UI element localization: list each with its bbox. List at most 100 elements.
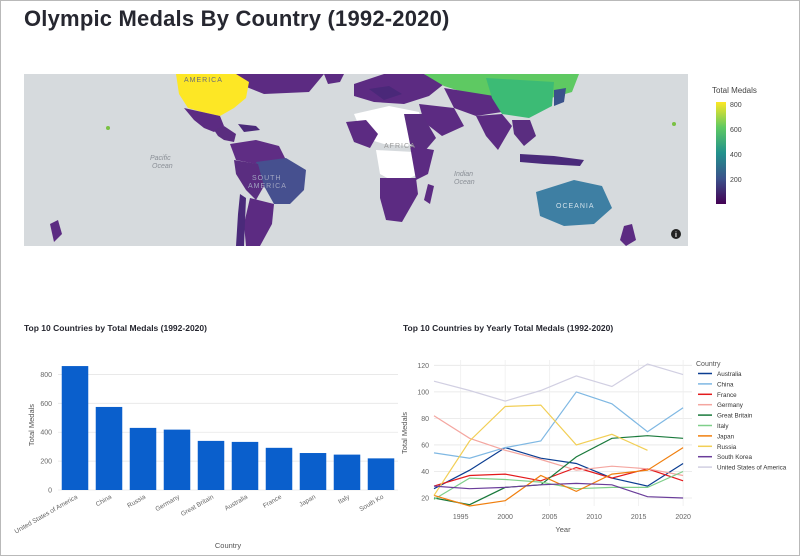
colorbar-gradient — [716, 102, 726, 204]
x-tick-label: 2015 — [631, 514, 647, 521]
map-region-europe[interactable] — [354, 74, 444, 104]
map-region-egypt-east[interactable] — [404, 114, 436, 152]
world-map[interactable]: AMERICA Pacific Ocean SOUTH AMERICA AFRI… — [24, 74, 688, 246]
bar-chart-svg: 0 200 400 600 800 United States of America Chi… — [14, 366, 398, 550]
map-region-southeast-asia[interactable] — [512, 120, 536, 146]
bar-france — [265, 447, 293, 490]
x-tick-label: Germany — [154, 493, 181, 513]
x-tick-label: Japan — [298, 493, 317, 508]
map-region-middle-east[interactable] — [419, 104, 464, 136]
series-line-china — [433, 391, 684, 459]
x-tick-label: China — [95, 493, 114, 508]
info-icon[interactable]: i — [671, 229, 681, 239]
map-region-australia[interactable] — [536, 180, 612, 226]
bar-japan — [299, 453, 327, 490]
colorbar-tick: 400 — [730, 152, 742, 159]
x-tick-label: 2010 — [586, 514, 602, 521]
x-tick-label: United States of America — [14, 493, 80, 535]
map-region-argentina[interactable] — [244, 198, 274, 246]
legend-item: South Korea — [717, 454, 753, 461]
map-region-brazil[interactable] — [256, 158, 306, 204]
map-region-new-zealand-south[interactable] — [50, 220, 62, 242]
x-axis-title: Country — [215, 541, 242, 550]
bar-russia — [129, 427, 157, 490]
page-title: Olympic Medals By Country (1992-2020) — [24, 6, 450, 31]
map-label-pacific-ocean: Ocean — [152, 163, 173, 170]
series-line-australia — [433, 446, 684, 490]
line-chart-title: Top 10 Countries by Yearly Total Medals … — [403, 323, 614, 333]
map-region-central-america[interactable] — [214, 126, 236, 142]
map-region-europe-detail[interactable] — [369, 86, 402, 100]
map-region-new-zealand[interactable] — [620, 224, 636, 246]
series-line-russia — [433, 404, 648, 496]
map-region-southern-africa[interactable] — [380, 178, 418, 222]
legend-item: Italy — [717, 423, 729, 430]
y-tick-label: 120 — [417, 363, 429, 370]
legend-item: Russia — [717, 444, 737, 451]
map-label-pacific: Pacific — [150, 155, 171, 162]
x-tick-label: Russia — [126, 493, 147, 509]
map-region-japan[interactable] — [554, 88, 566, 106]
map-region-canada[interactable] — [144, 74, 324, 94]
x-tick-label: Italy — [337, 493, 351, 505]
map-region-east-africa[interactable] — [410, 146, 434, 180]
map-region-usa[interactable] — [176, 74, 249, 116]
map-label-oceania: OCEANIA — [556, 203, 595, 210]
y-tick-label: 600 — [40, 401, 52, 408]
y-tick-label: 100 — [417, 389, 429, 396]
map-label-america: AMERICA — [184, 77, 223, 84]
x-tick-label: 2000 — [497, 514, 513, 521]
series-line-italy — [433, 470, 684, 500]
series-line-south-korea — [433, 482, 684, 499]
series-line-germany — [433, 415, 684, 477]
bar-united-states-of-america — [61, 366, 89, 490]
bar-great-britain — [197, 440, 225, 490]
map-label-africa: AFRICA — [384, 143, 416, 150]
map-region-west-africa[interactable] — [346, 120, 378, 148]
series-line-great-britain — [433, 435, 684, 506]
map-region-caribbean[interactable] — [238, 124, 260, 132]
map-region-greenland[interactable] — [324, 74, 344, 84]
map-region-india[interactable] — [476, 114, 512, 150]
bar-chart-title: Top 10 Countries by Total Medals (1992-2… — [24, 323, 207, 333]
svg-text:i: i — [675, 232, 677, 239]
legend-title: Country — [696, 361, 721, 368]
map-region-hawaii[interactable] — [106, 126, 110, 130]
y-tick-label: 0 — [48, 488, 52, 495]
map-label-indian: Indian — [454, 171, 473, 178]
legend-item: Japan — [717, 433, 735, 440]
y-tick-label: 200 — [40, 459, 52, 466]
map-region-indonesia[interactable] — [520, 154, 584, 166]
colorbar-tick: 800 — [730, 102, 742, 109]
map-region-west-south-america[interactable] — [234, 160, 264, 200]
y-axis-title: Total Medals — [400, 412, 409, 454]
y-tick-label: 60 — [421, 442, 429, 449]
map-region-mexico[interactable] — [184, 108, 224, 132]
map-region-madagascar[interactable] — [424, 184, 434, 204]
map-region-central-asia[interactable] — [444, 88, 502, 116]
x-tick-label: France — [262, 493, 283, 509]
legend-item: China — [717, 381, 734, 388]
series-line-united-states-of-america — [433, 363, 684, 402]
line-chart-svg: 20 40 60 80 100 120 1995 2000 2005 2010 2015 2020 Ye… — [400, 360, 787, 534]
x-axis-title: Year — [555, 525, 571, 534]
bar-china — [95, 406, 123, 490]
x-tick-label: Australia — [224, 493, 250, 512]
bar-australia — [231, 441, 259, 490]
map-label-south-america: AMERICA — [248, 183, 287, 190]
x-tick-label: 1995 — [453, 514, 469, 521]
map-region-chile[interactable] — [236, 194, 246, 246]
legend-item: Australia — [717, 371, 742, 378]
map-region-fiji[interactable] — [672, 122, 676, 126]
series-line-japan — [433, 447, 684, 507]
map-region-china[interactable] — [486, 78, 554, 118]
bar-germany — [163, 429, 191, 490]
colorbar-tick: 200 — [730, 177, 742, 184]
legend-item: United States of America — [717, 465, 787, 472]
y-tick-label: 40 — [421, 469, 429, 476]
map-region-south-america-north[interactable] — [230, 140, 286, 166]
y-tick-label: 800 — [40, 372, 52, 379]
map-region-central-africa[interactable] — [376, 150, 418, 184]
x-tick-label: Great Britain — [180, 493, 215, 517]
colorbar-title: Total Medals — [712, 86, 757, 95]
